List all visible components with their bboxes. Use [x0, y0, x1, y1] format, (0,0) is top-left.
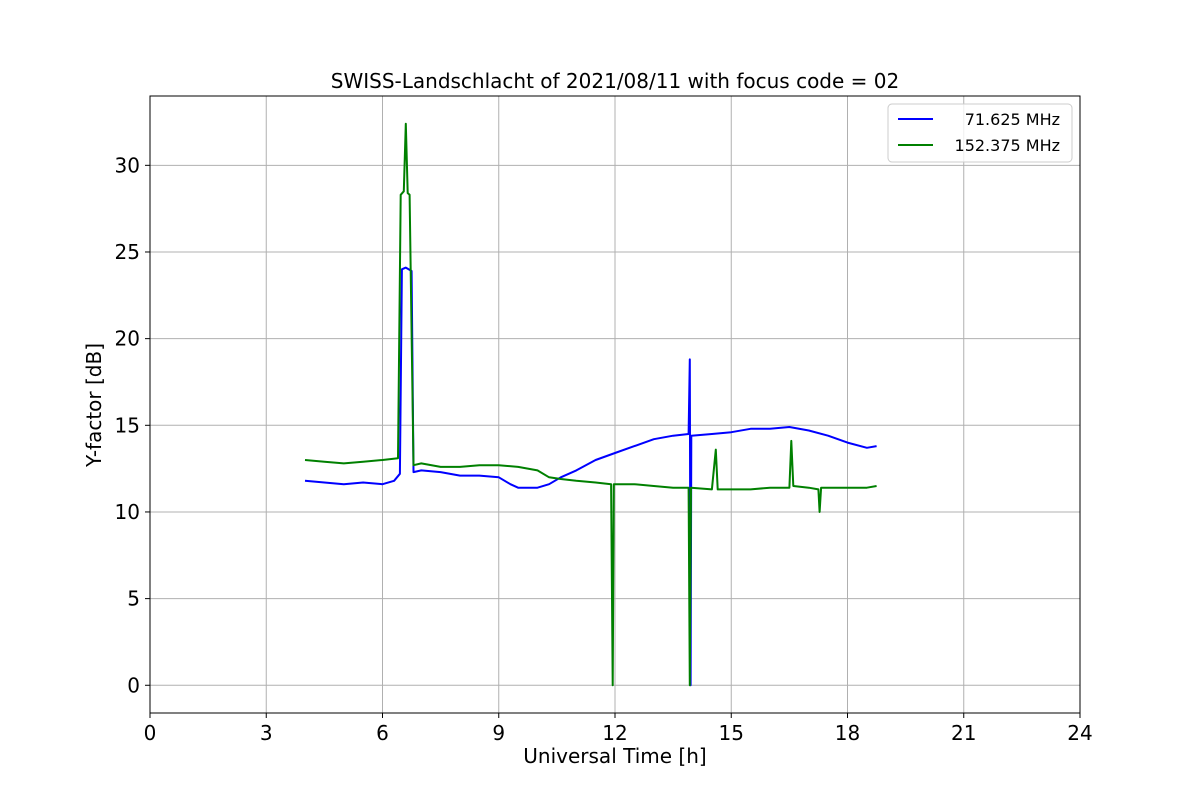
legend-label: 152.375 MHz — [955, 136, 1060, 155]
y-tick-label: 15 — [115, 413, 140, 437]
legend: 71.625 MHz 152.375 MHz — [887, 103, 1073, 163]
y-tick-label: 0 — [127, 673, 140, 697]
legend-box — [887, 103, 1073, 163]
x-tick-label: 9 — [492, 721, 505, 745]
x-tick-label: 21 — [951, 721, 976, 745]
y-tick-label: 30 — [115, 153, 140, 177]
tick-layer: 0 3 6 9 12 15 18 21 24 0 5 10 15 20 25 30 — [115, 153, 1093, 745]
y-tick-label: 20 — [115, 327, 140, 351]
x-tick-label: 6 — [376, 721, 389, 745]
x-tick-label: 18 — [835, 721, 860, 745]
x-tick-label: 24 — [1067, 721, 1092, 745]
grid-layer — [149, 96, 1081, 713]
series-line-2 — [304, 122, 877, 687]
x-tick-label: 15 — [719, 721, 744, 745]
y-axis-label: Y-factor [dB] — [82, 343, 106, 468]
x-tick-label: 12 — [602, 721, 627, 745]
x-tick-label: 0 — [144, 721, 157, 745]
y-tick-label: 5 — [127, 587, 140, 611]
y-tick-label: 25 — [115, 240, 140, 264]
y-tick-label: 10 — [115, 500, 140, 524]
legend-label: 71.625 MHz — [965, 110, 1060, 129]
x-tick-label: 3 — [260, 721, 273, 745]
series-layer — [304, 122, 877, 687]
series-line-1 — [304, 266, 877, 687]
x-axis-label: Universal Time [h] — [523, 744, 706, 768]
chart-title: SWISS-Landschlacht of 2021/08/11 with fo… — [331, 69, 899, 93]
